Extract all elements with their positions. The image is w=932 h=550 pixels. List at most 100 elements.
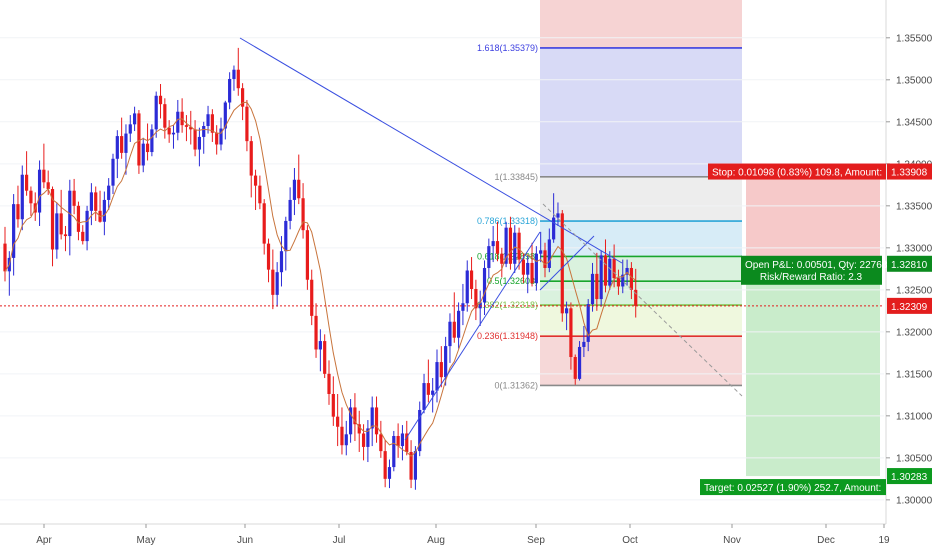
candle-body	[543, 250, 547, 268]
candle-body	[573, 357, 577, 379]
candle-body	[59, 213, 63, 235]
candle-body	[340, 426, 344, 446]
candle-body	[556, 213, 560, 218]
candle-body	[396, 435, 400, 447]
candle-body	[202, 126, 206, 137]
candle-body	[215, 132, 219, 145]
stop-zone	[746, 171, 880, 264]
pnl-info-box	[741, 255, 882, 285]
candle-body	[275, 272, 279, 295]
y-tick-label: 1.31000	[896, 411, 932, 422]
candle-body	[457, 310, 461, 338]
candle-body	[431, 390, 435, 395]
candle-body	[491, 241, 495, 247]
candle-body	[482, 267, 487, 303]
candle-body	[331, 393, 335, 417]
moving-average	[4, 101, 636, 457]
x-tick-label: Oct	[622, 535, 638, 546]
x-tick-label: Dec	[817, 535, 835, 546]
candle-body	[120, 136, 124, 153]
candle-body	[565, 308, 569, 314]
candle-body	[344, 434, 348, 446]
candle-body	[318, 341, 322, 350]
fib-level-label: 0.5(1.32603)	[487, 276, 538, 286]
risk-reward-text: Risk/Reward Ratio: 2.3	[760, 272, 863, 283]
fib-zone	[540, 256, 742, 282]
fib-zone	[540, 281, 742, 306]
candle-body	[621, 274, 625, 287]
candle-body	[292, 179, 297, 200]
fibonacci-retracement[interactable]: 1.618(1.35379) 1(1.33845) 0.786(1.33318) 0.…	[477, 43, 742, 390]
candle-body	[465, 270, 469, 304]
candle-body	[279, 251, 284, 273]
candle-body	[124, 133, 128, 153]
candle-body	[612, 258, 616, 279]
fib-zone	[540, 305, 742, 337]
drawing-tools[interactable]	[0, 37, 884, 441]
candle-body	[158, 95, 163, 105]
fib-zone	[540, 176, 742, 222]
candle-body	[50, 189, 55, 250]
candle-body	[42, 169, 46, 183]
candle-body	[504, 227, 508, 264]
candle-body	[76, 205, 81, 232]
candle-body	[521, 259, 525, 275]
candle-body	[305, 230, 309, 280]
candle-body	[586, 304, 590, 342]
y-tick-label: 1.30000	[896, 495, 932, 506]
candle-body	[12, 204, 16, 258]
candle-body	[495, 241, 500, 254]
trendline-upper[interactable]	[239, 37, 623, 264]
candle-body	[413, 451, 417, 480]
candles	[3, 47, 638, 490]
candle-body	[349, 407, 353, 435]
candle-body	[539, 250, 543, 254]
candle-body	[374, 407, 379, 435]
candle-body	[487, 246, 491, 268]
candle-body	[353, 407, 357, 425]
candle-body	[370, 407, 374, 429]
candle-body	[603, 255, 608, 286]
stop-price-tag	[887, 163, 932, 180]
candle-body	[189, 126, 193, 130]
fib-level-label: 0.786(1.33318)	[477, 216, 538, 226]
candle-body	[387, 467, 392, 479]
y-tick-label: 1.31500	[896, 369, 932, 380]
candle-body	[552, 217, 556, 240]
candle-body	[595, 273, 599, 300]
candle-body	[141, 143, 145, 166]
x-tick-label: 19	[878, 535, 890, 546]
candle-body	[271, 269, 275, 295]
candle-body	[115, 136, 119, 159]
candle-body	[85, 210, 89, 242]
candle-body	[288, 199, 292, 221]
candle-body	[439, 362, 443, 378]
candle-body	[176, 111, 180, 133]
candle-body	[314, 315, 318, 350]
candle-body	[469, 270, 474, 289]
candle-body	[133, 113, 137, 125]
candle-body	[249, 141, 253, 176]
candle-body	[236, 69, 240, 89]
candle-body	[422, 383, 426, 410]
candle-body	[94, 192, 98, 211]
candle-body	[629, 267, 633, 290]
candle-body	[197, 136, 201, 150]
price-tags: Stop: 0.01098 (0.83%) 109.8, Amount: Open…	[700, 163, 932, 496]
candle-body	[400, 433, 405, 447]
candle-body	[474, 288, 478, 309]
fib-zone	[540, 221, 742, 257]
candle-body	[137, 113, 141, 166]
candle-body	[154, 95, 158, 130]
candle-body	[582, 341, 586, 347]
trendline-lower[interactable]	[404, 231, 541, 441]
candle-body	[409, 451, 413, 480]
candle-body	[89, 192, 93, 211]
x-tick-label: May	[137, 535, 156, 546]
candle-body	[323, 341, 327, 374]
candle-body	[111, 158, 115, 186]
y-tick-label: 1.32500	[896, 285, 932, 296]
target-price-tag	[887, 468, 932, 485]
candle-body	[569, 308, 573, 358]
